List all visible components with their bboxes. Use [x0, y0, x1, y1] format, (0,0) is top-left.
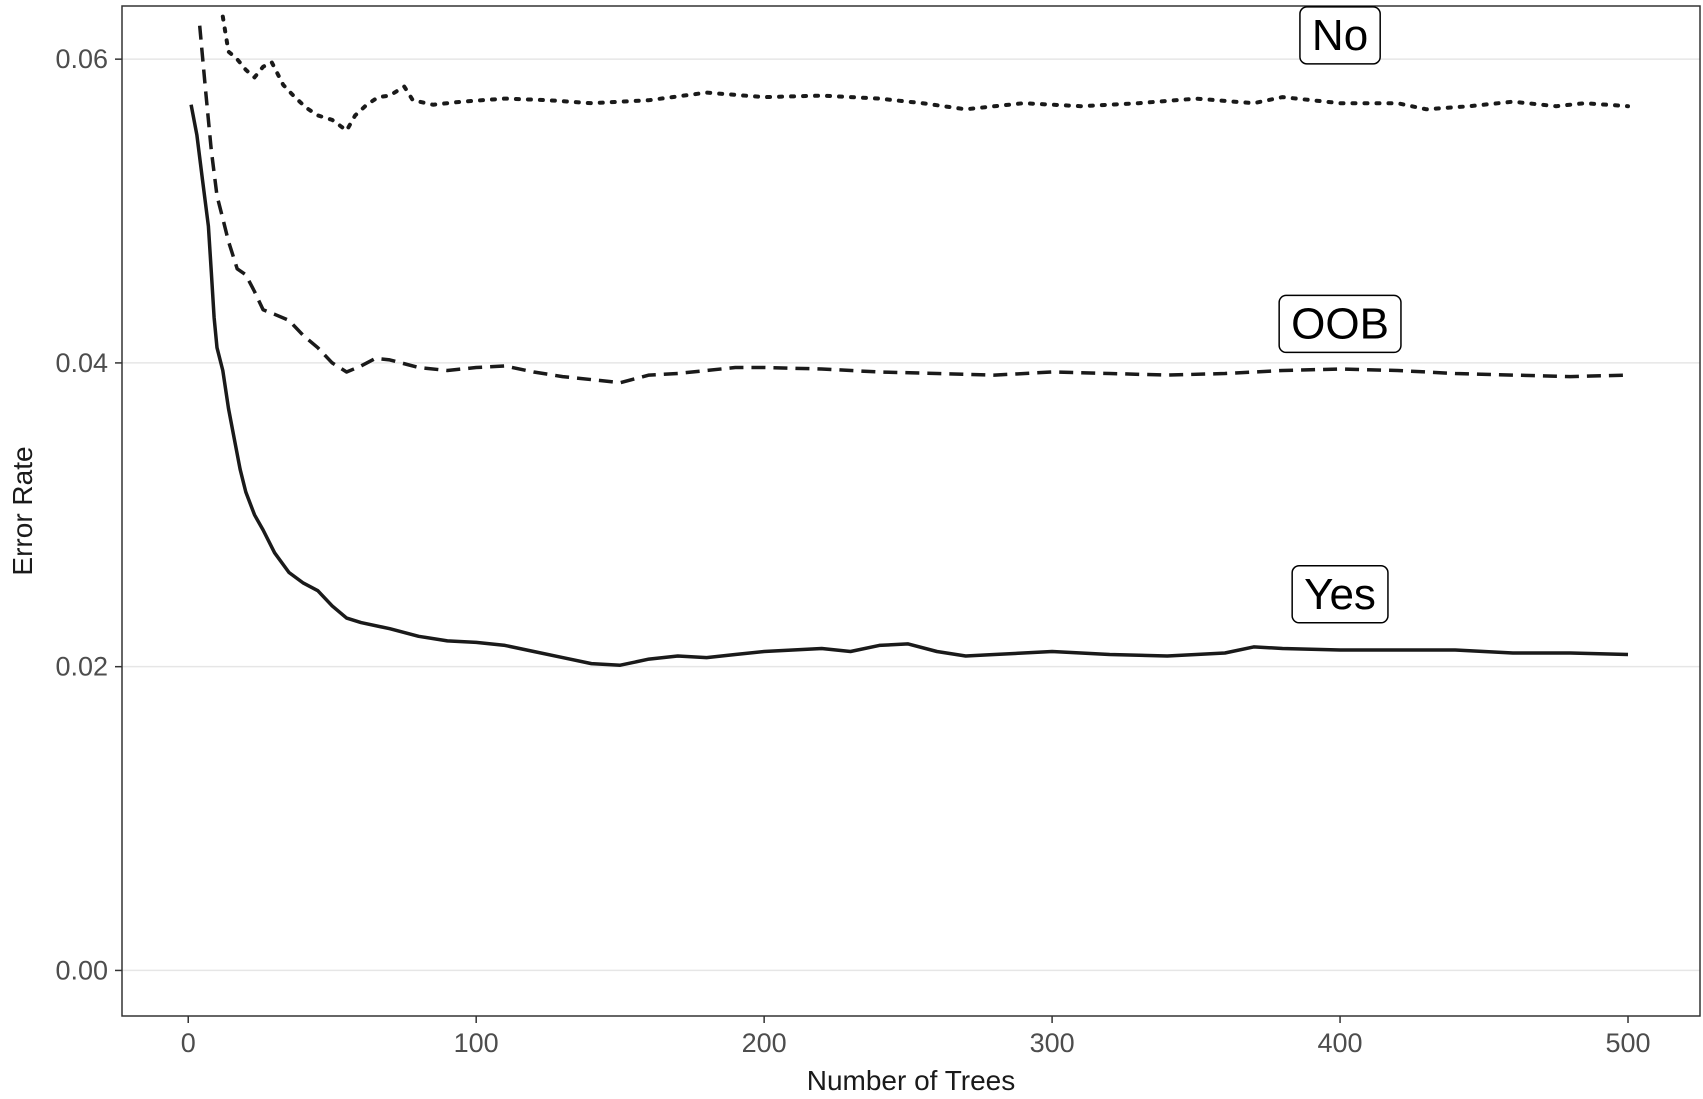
y-axis: 0.00 0.02 0.04 0.06 [55, 44, 122, 985]
series-label-oob: OOB [1278, 294, 1402, 354]
y-tick-label: 0.02 [55, 652, 108, 682]
x-axis-title: Number of Trees [807, 1065, 1016, 1096]
series-label-box [1291, 565, 1389, 624]
x-tick-label: 100 [454, 1028, 499, 1058]
x-tick-label: 200 [742, 1028, 787, 1058]
series-line-yes [189, 104, 1629, 667]
y-tick-label: 0.00 [55, 955, 108, 985]
series-label-yes: Yes [1291, 565, 1389, 624]
x-tick-label: 400 [1318, 1028, 1363, 1058]
series-lines [189, 14, 1630, 667]
series-label-text: OOB [1291, 299, 1389, 348]
gridlines [122, 58, 1700, 972]
y-tick-label: 0.04 [55, 348, 108, 378]
series-label-no: No [1299, 6, 1381, 65]
x-tick-label: 0 [181, 1028, 196, 1058]
series-label-box [1299, 6, 1381, 65]
x-tick-label: 500 [1605, 1028, 1650, 1058]
x-axis: 0 100 200 300 400 500 [181, 1016, 1651, 1058]
y-tick-label: 0.06 [55, 44, 108, 74]
y-axis-title: Error Rate [7, 446, 38, 575]
series-label-text: Yes [1304, 570, 1376, 619]
x-tick-label: 300 [1030, 1028, 1075, 1058]
series-label-box [1278, 294, 1402, 354]
plot-panel-border [121, 5, 1701, 1017]
series-labels: No OOB Yes [1278, 6, 1402, 624]
series-line-oob [197, 25, 1629, 385]
series-label-text: No [1312, 11, 1368, 60]
series-line-no [220, 14, 1630, 133]
